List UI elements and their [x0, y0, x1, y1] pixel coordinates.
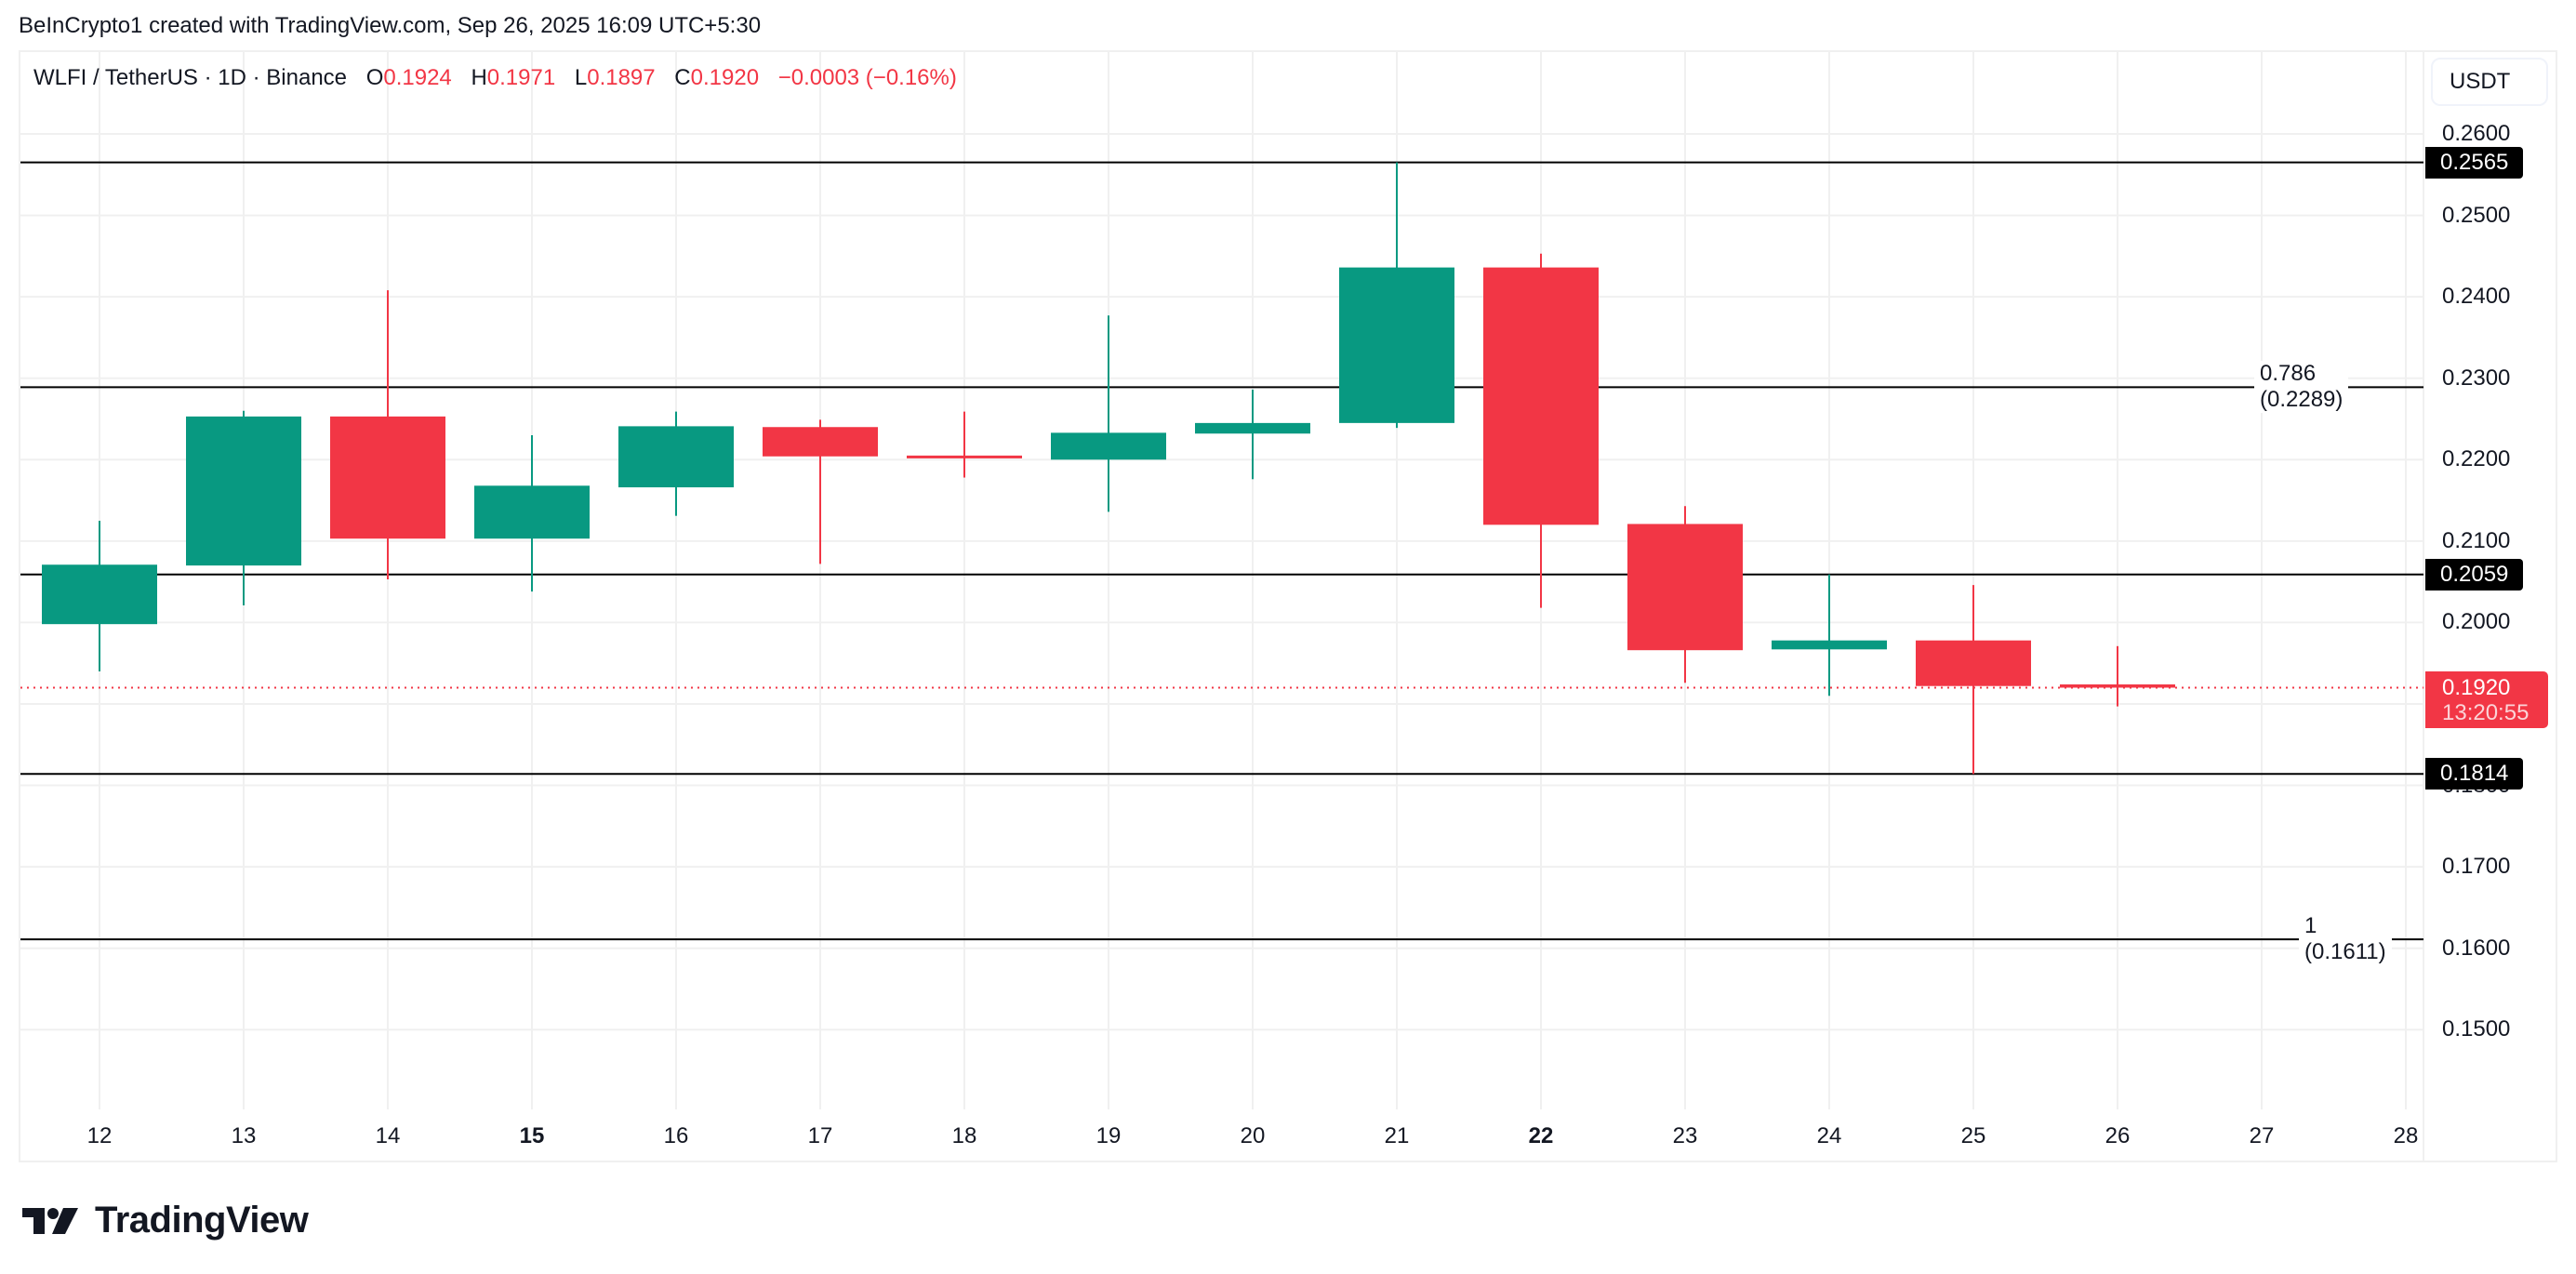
- candle-15: [474, 435, 590, 592]
- date-tick: 22: [1528, 1123, 1554, 1148]
- bar-countdown: 13:20:55: [2442, 700, 2530, 725]
- date-tick: 14: [375, 1123, 401, 1148]
- date-tick: 15: [519, 1123, 545, 1148]
- candle-23: [1627, 506, 1743, 683]
- candle-13: [186, 410, 301, 606]
- candle-body: [1339, 267, 1454, 423]
- price-tick: 0.2500: [2442, 202, 2511, 228]
- low-label: L: [574, 65, 588, 90]
- tradingview-logo[interactable]: TradingView: [22, 1200, 309, 1241]
- candle-16: [618, 411, 734, 516]
- candle-21: [1339, 162, 1454, 429]
- price-tick: 0.1600: [2442, 935, 2511, 961]
- level-price-badge: 0.1814: [2425, 758, 2524, 790]
- high-label: H: [471, 65, 487, 90]
- horizontal-levels: [20, 161, 2423, 941]
- date-tick: 20: [1240, 1123, 1266, 1148]
- candles: [42, 162, 2175, 775]
- chart-credit: BeInCrypto1 created with TradingView.com…: [19, 13, 762, 38]
- candle-25: [1916, 585, 2031, 775]
- date-tick: 19: [1095, 1123, 1122, 1148]
- price-tick: 0.2000: [2442, 609, 2511, 635]
- date-tick: 18: [951, 1123, 977, 1148]
- price-tick: 0.1500: [2442, 1016, 2511, 1042]
- candle-body: [2060, 683, 2175, 688]
- candle-body: [1483, 267, 1599, 525]
- candle-24: [1772, 574, 1887, 697]
- date-tick: 17: [807, 1123, 833, 1148]
- fib-level-label: 0.786 (0.2289): [2254, 361, 2349, 414]
- candle-body: [186, 416, 301, 566]
- date-tick: 13: [231, 1123, 257, 1148]
- price-tick: 0.2100: [2442, 527, 2511, 553]
- candle-17: [763, 419, 878, 564]
- candle-18: [907, 411, 1022, 478]
- tradingview-wordmark: TradingView: [95, 1200, 309, 1241]
- candle-body: [1195, 422, 1310, 434]
- fib-level-label: 1 (0.1611): [2299, 913, 2392, 966]
- currency-button[interactable]: USDT: [2431, 58, 2548, 106]
- date-tick: 26: [2105, 1123, 2131, 1148]
- candle-19: [1051, 315, 1166, 512]
- price-tick: 0.1700: [2442, 854, 2511, 880]
- candle-12: [42, 520, 157, 671]
- candle-body: [907, 455, 1022, 458]
- price-tick: 0.2400: [2442, 284, 2511, 310]
- symbol-legend: WLFI / TetherUS · 1D · Binance O0.1924 H…: [33, 65, 957, 91]
- open-label: O: [365, 65, 384, 90]
- price-tick: 0.2200: [2442, 446, 2511, 472]
- high-value: 0.1971: [486, 65, 556, 90]
- grid-lines: [20, 52, 2424, 1161]
- price-tick: 0.2600: [2442, 121, 2511, 146]
- date-tick: 27: [2249, 1123, 2275, 1148]
- candle-26: [2060, 645, 2175, 707]
- last-price-value: 0.1920: [2442, 675, 2511, 700]
- candle-22: [1483, 253, 1599, 608]
- candle-body: [330, 416, 445, 539]
- chart-frame: [19, 50, 2557, 1162]
- level-price-badge: 0.2565: [2425, 146, 2524, 179]
- date-tick: 28: [2393, 1123, 2419, 1148]
- close-value: 0.1920: [690, 65, 760, 90]
- date-tick: 21: [1384, 1123, 1410, 1148]
- tradingview-logo-icon: [22, 1207, 78, 1234]
- symbol-title[interactable]: WLFI / TetherUS · 1D · Binance: [33, 65, 348, 90]
- candle-20: [1195, 389, 1310, 480]
- candle-body: [1051, 432, 1166, 460]
- date-tick: 16: [663, 1123, 689, 1148]
- change-value: −0.0003 (−0.16%): [777, 65, 957, 90]
- date-tick: 24: [1816, 1123, 1842, 1148]
- date-tick: 25: [1960, 1123, 1986, 1148]
- low-value: 0.1897: [587, 65, 656, 90]
- candle-body: [1916, 640, 2031, 686]
- candle-body: [474, 485, 590, 539]
- level-price-badge: 0.2059: [2425, 558, 2524, 591]
- candle-body: [1627, 524, 1743, 651]
- candle-body: [618, 426, 734, 488]
- date-tick: 12: [86, 1123, 113, 1148]
- candle-body: [1772, 640, 1887, 650]
- close-label: C: [674, 65, 691, 90]
- candle-14: [330, 290, 445, 580]
- last-price-badge: 0.1920 13:20:55: [2425, 671, 2548, 728]
- open-value: 0.1924: [383, 65, 452, 90]
- candle-body: [42, 564, 157, 625]
- date-tick: 23: [1672, 1123, 1698, 1148]
- price-tick: 0.2300: [2442, 365, 2511, 391]
- candle-body: [763, 427, 878, 457]
